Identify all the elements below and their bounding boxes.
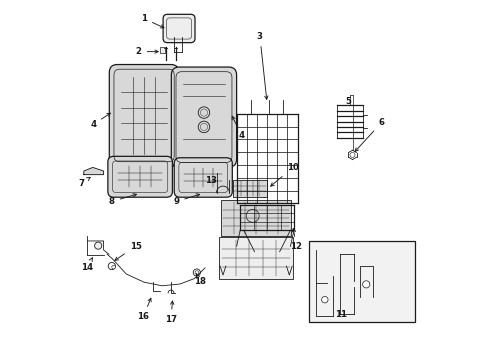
Text: 14: 14 [81,258,93,273]
Bar [308,241,414,321]
Polygon shape [83,167,103,175]
Text: 17: 17 [164,301,177,324]
Text: 15: 15 [115,242,141,260]
Bar [221,200,290,235]
Text: 4: 4 [232,116,244,140]
Text: 13: 13 [205,176,217,185]
Bar [159,47,165,53]
Text: 10: 10 [270,163,298,186]
FancyBboxPatch shape [109,64,179,166]
Text: 3: 3 [256,32,267,99]
FancyBboxPatch shape [108,156,172,197]
FancyBboxPatch shape [174,158,232,197]
Bar [219,237,292,279]
Text: 4: 4 [90,113,110,129]
Text: 16: 16 [137,298,151,321]
Text: 11: 11 [335,310,346,319]
Circle shape [321,296,327,303]
Bar [233,180,266,197]
FancyBboxPatch shape [171,67,236,167]
Text: 18: 18 [193,274,205,285]
Text: 7: 7 [78,177,90,188]
Text: 5: 5 [345,96,351,105]
Text: 9: 9 [173,194,199,206]
Text: 2: 2 [136,47,158,56]
Circle shape [112,265,115,269]
Text: 1: 1 [141,14,163,28]
Circle shape [195,271,198,274]
Text: 12: 12 [290,229,302,251]
Circle shape [94,242,102,249]
FancyBboxPatch shape [163,14,195,42]
Circle shape [362,281,369,288]
Text: 6: 6 [354,118,384,152]
Text: 8: 8 [109,194,136,206]
